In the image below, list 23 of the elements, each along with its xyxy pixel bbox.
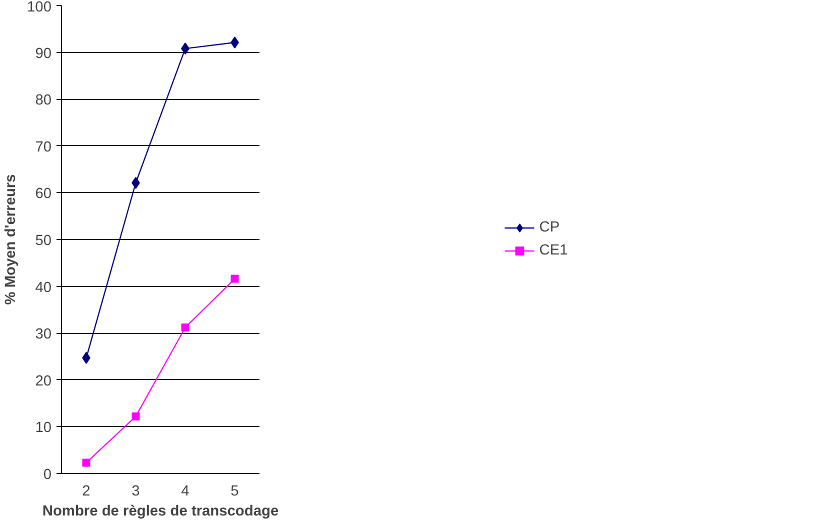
- y-tick-label: 20: [35, 373, 52, 390]
- point: [132, 412, 140, 420]
- point: [82, 458, 90, 467]
- point: [181, 323, 190, 332]
- x-axis-title: Nombre de règles de transcodage: [42, 504, 279, 520]
- y-tick-label: 50: [35, 233, 52, 249]
- legend-label: CE1: [539, 242, 568, 258]
- y-axis-title: % Moyen d'erreurs: [3, 174, 20, 305]
- y-tick-label: 0: [43, 467, 52, 483]
- y-tick-label: 10: [35, 420, 52, 436]
- point: [230, 274, 239, 283]
- x-tick-label: 4: [181, 484, 190, 500]
- x-tick-label: 5: [230, 484, 239, 500]
- y-tick-label: 100: [27, 0, 52, 16]
- y-tick-label: 60: [35, 186, 52, 202]
- x-tick-label: 3: [132, 484, 140, 500]
- y-tick-label: 70: [35, 139, 52, 156]
- y-tick-label: 90: [35, 46, 52, 62]
- y-tick-label: 80: [35, 92, 52, 109]
- legend-label: CP: [539, 220, 560, 236]
- y-tick-label: 30: [35, 326, 52, 343]
- x-tick-label: 2: [82, 484, 90, 500]
- y-tick-label: 40: [35, 280, 52, 296]
